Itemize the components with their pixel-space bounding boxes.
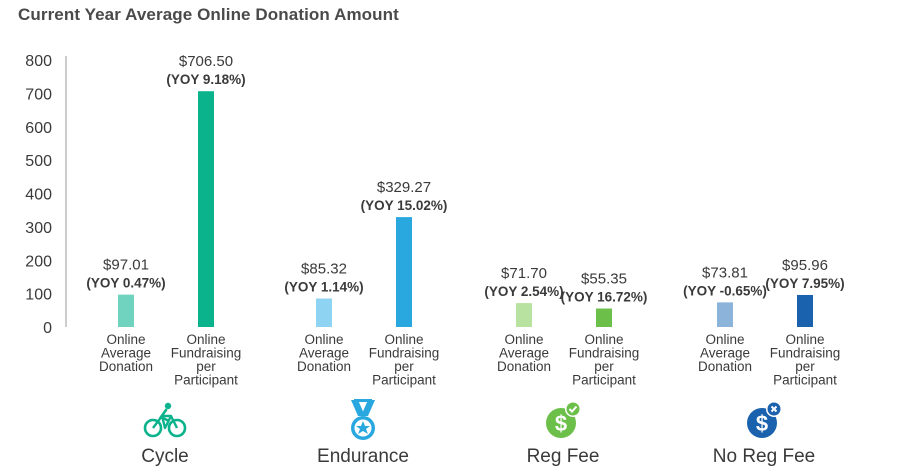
category-label: Online [785, 332, 824, 347]
category-label: Donation [698, 359, 752, 374]
category-label: Online [106, 332, 145, 347]
category-label: Average [499, 346, 549, 361]
category-label: Participant [773, 373, 837, 388]
data-label-value: $55.35 [581, 271, 627, 288]
category-label: Online [384, 332, 423, 347]
data-label-value: $329.27 [377, 179, 431, 196]
y-tick-label: 800 [25, 53, 52, 70]
group-label: Cycle [141, 446, 189, 467]
category-label: per [795, 359, 815, 374]
y-tick-label: 100 [25, 287, 52, 304]
data-label-yoy: (YOY 9.18%) [166, 72, 245, 87]
dollar-x-icon: $ [747, 401, 782, 438]
data-label-yoy: (YOY 2.54%) [484, 284, 563, 299]
category-label: Fundraising [171, 346, 242, 361]
category-label: Donation [497, 359, 551, 374]
group-label: Reg Fee [527, 446, 600, 467]
category-label: per [196, 359, 216, 374]
category-label: Fundraising [369, 346, 440, 361]
y-tick-label: 700 [25, 86, 52, 103]
data-label-value: $85.32 [301, 261, 347, 278]
bar-cycle-fundraising-per-participant [198, 91, 214, 327]
y-tick-label: 400 [25, 187, 52, 204]
group-label: No Reg Fee [713, 446, 815, 467]
data-label-value: $97.01 [103, 257, 149, 274]
category-label: Online [584, 332, 623, 347]
data-label-value: $71.70 [501, 265, 547, 282]
category-label: Online [705, 332, 744, 347]
bar-endurance-fundraising-per-participant [396, 217, 412, 327]
data-label-yoy: (YOY 7.95%) [765, 276, 844, 291]
bar-no-reg-fee-avg-donation [717, 302, 733, 327]
category-label: Fundraising [770, 346, 841, 361]
category-label: Participant [372, 373, 436, 388]
data-label-value: $706.50 [179, 53, 233, 70]
category-label: Online [504, 332, 543, 347]
bar-reg-fee-avg-donation [516, 303, 532, 327]
data-label-yoy: (YOY 16.72%) [561, 290, 648, 305]
chart-title: Current Year Average Online Donation Amo… [18, 5, 399, 24]
data-label-yoy: (YOY 0.47%) [86, 276, 165, 291]
y-tick-label: 500 [25, 153, 52, 170]
bar-endurance-avg-donation [316, 298, 332, 327]
bar-cycle-avg-donation [118, 294, 134, 327]
group-label: Endurance [317, 446, 409, 467]
svg-text:$: $ [555, 411, 567, 436]
category-label: Online [304, 332, 343, 347]
dollar-check-icon: $ [546, 401, 581, 438]
medal-icon [351, 399, 375, 440]
category-label: Participant [572, 373, 636, 388]
data-label-yoy: (YOY 1.14%) [284, 280, 363, 295]
category-label: Participant [174, 373, 238, 388]
category-label: per [594, 359, 614, 374]
svg-text:$: $ [756, 411, 768, 436]
y-tick-label: 200 [25, 253, 52, 270]
category-label: Online [186, 332, 225, 347]
category-label: per [394, 359, 414, 374]
category-label: Donation [297, 359, 351, 374]
bar-no-reg-fee-fundraising-per-participant [797, 294, 813, 327]
category-label: Donation [99, 359, 153, 374]
y-tick-label: 0 [43, 320, 52, 337]
data-label-yoy: (YOY 15.02%) [361, 198, 448, 213]
category-label: Average [101, 346, 151, 361]
data-label-yoy: (YOY -0.65%) [683, 283, 767, 298]
y-tick-label: 300 [25, 220, 52, 237]
data-label-value: $73.81 [702, 264, 748, 281]
data-label-value: $95.96 [782, 257, 828, 274]
category-label: Average [700, 346, 750, 361]
category-label: Average [299, 346, 349, 361]
category-label: Fundraising [569, 346, 640, 361]
bicycle-icon [143, 402, 187, 438]
y-tick-label: 600 [25, 120, 52, 137]
bar-reg-fee-fundraising-per-participant [596, 308, 612, 327]
